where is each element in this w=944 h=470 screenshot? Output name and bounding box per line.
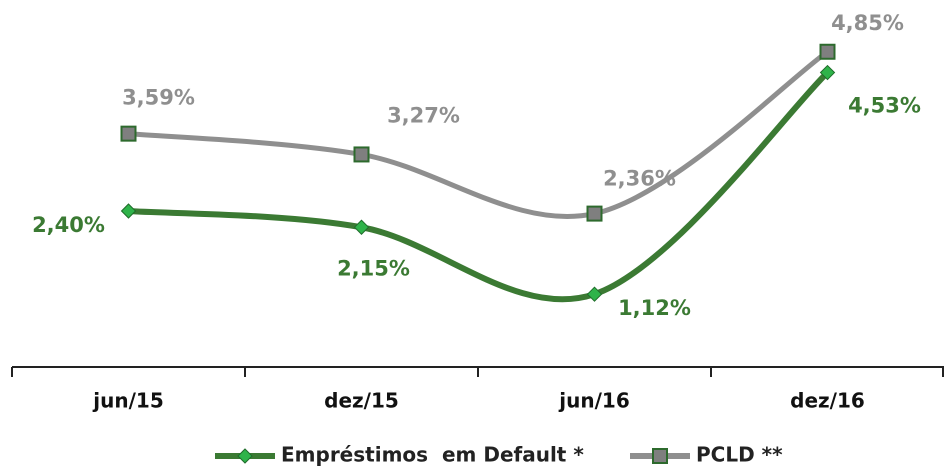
data-label: 2,15%	[337, 256, 410, 280]
marker	[353, 219, 370, 235]
marker	[586, 286, 603, 302]
data-label: 3,59%	[122, 86, 195, 110]
marker	[819, 43, 836, 60]
legend-marker	[652, 448, 668, 464]
legend-marker	[237, 448, 253, 464]
data-label: 2,36%	[603, 167, 676, 191]
data-label: 3,27%	[387, 103, 460, 127]
data-label: 1,12%	[618, 296, 691, 320]
marker	[353, 146, 370, 163]
data-label: 2,40%	[32, 213, 105, 237]
x-tick-label: dez/16	[790, 389, 865, 413]
marker	[586, 205, 603, 222]
series-line	[128, 49, 829, 220]
marker	[120, 203, 137, 219]
data-label: 4,85%	[831, 11, 904, 35]
x-tick-label: dez/15	[324, 389, 399, 413]
x-tick-label: jun/16	[558, 389, 629, 413]
series-line	[128, 70, 830, 303]
legend-label: PCLD **	[696, 443, 783, 467]
data-label: 4,53%	[848, 94, 921, 118]
marker	[120, 125, 137, 142]
x-tick-label: jun/15	[92, 389, 163, 413]
marker	[819, 64, 836, 81]
legend-label: Empréstimos em Default *	[281, 443, 584, 467]
